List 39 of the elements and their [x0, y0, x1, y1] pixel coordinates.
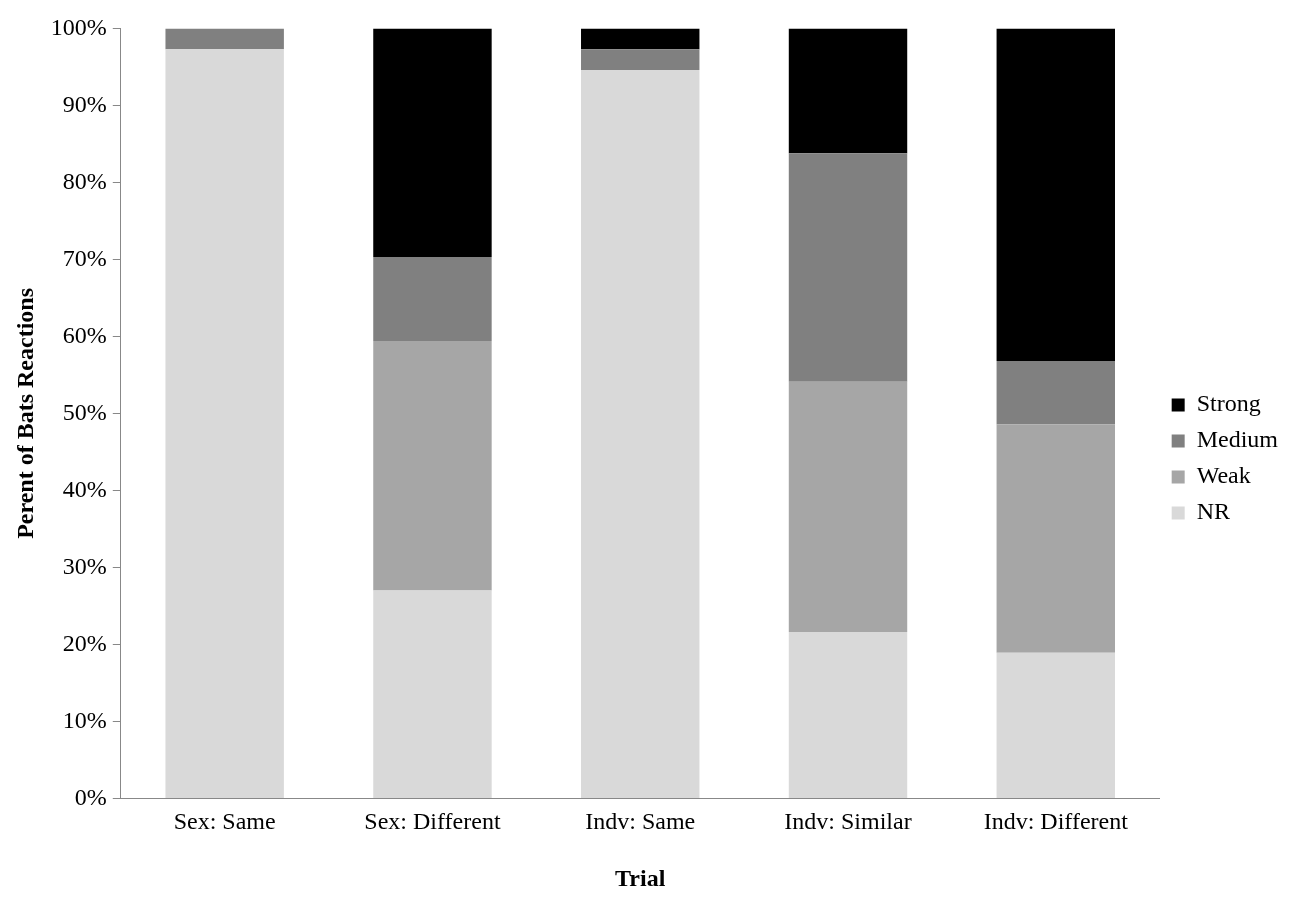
bar — [165, 28, 284, 50]
y-tick-label: 30% — [62, 552, 107, 579]
x-tick-label: Indv: Different — [983, 808, 1129, 835]
y-tick-label: 70% — [62, 244, 107, 271]
bar — [996, 28, 1115, 362]
y-tick-label: 10% — [62, 706, 107, 733]
y-tick-label: 50% — [62, 398, 107, 425]
x-tick-label: Sex: Different — [364, 808, 501, 835]
bar — [788, 381, 908, 633]
bar — [581, 49, 700, 70]
bar — [581, 69, 700, 798]
bar — [996, 424, 1115, 653]
bar — [581, 28, 700, 50]
bar — [996, 361, 1115, 425]
bar — [373, 590, 492, 798]
y-tick-label: 60% — [62, 321, 107, 348]
bar — [373, 257, 492, 342]
legend-label: Strong — [1196, 390, 1261, 417]
x-tick-label: Indv: Same — [585, 808, 696, 835]
bar — [788, 632, 908, 798]
bar — [165, 49, 284, 798]
legend-label: Medium — [1196, 426, 1279, 453]
y-tick-label: 0% — [74, 783, 107, 810]
bar — [996, 652, 1115, 798]
y-tick-label: 90% — [62, 90, 107, 117]
y-tick-label: 20% — [62, 629, 107, 656]
bar — [373, 341, 492, 591]
y-axis-title: Perent of Bats Reactions — [11, 287, 38, 539]
bar — [373, 28, 492, 258]
y-tick-label: 100% — [50, 13, 107, 40]
x-tick-label: Indv: Similar — [784, 808, 912, 835]
bar — [788, 28, 908, 154]
x-tick-label: Sex: Same — [173, 808, 276, 835]
legend-label: Weak — [1196, 462, 1251, 489]
x-axis-title: Trial — [615, 864, 666, 891]
y-tick-label: 40% — [62, 475, 107, 502]
y-tick-label: 80% — [62, 167, 107, 194]
legend-label: NR — [1196, 498, 1231, 525]
bar — [788, 153, 908, 382]
